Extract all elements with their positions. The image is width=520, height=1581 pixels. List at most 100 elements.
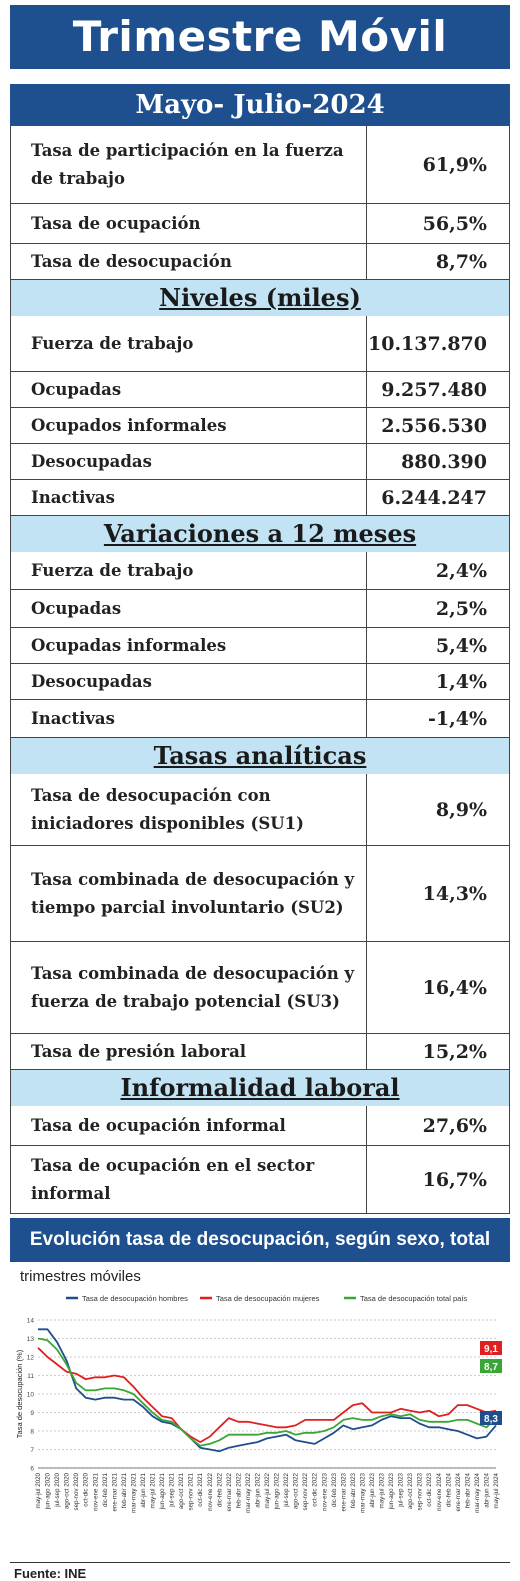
unemployment-line-chart: Tasa de desocupación hombres Tasa de deso…	[15, 1294, 502, 1513]
x-tick-label: may-jul 2023	[379, 1472, 386, 1508]
x-tick-label: feb-abr 2023	[350, 1472, 357, 1508]
indicator-value: 2,4%	[435, 559, 487, 582]
legend-label: Tasa de desocupación total país	[360, 1294, 467, 1303]
x-tick-label: mar-may 2021	[130, 1472, 137, 1512]
x-tick-label: ene-mar 2024	[455, 1472, 462, 1511]
x-tick-label: sep-nov 2021	[188, 1472, 195, 1510]
x-tick-label: mar-may 2022	[245, 1472, 252, 1512]
indicator-label: Fuerza de trabajo	[11, 316, 367, 371]
end-value-label: 8,3	[484, 1414, 498, 1425]
indicator-value: 1,4%	[435, 670, 487, 693]
indicator-row: Tasa de presión laboral 15,2%	[11, 1034, 509, 1070]
indicator-label: Tasa de presión laboral	[11, 1034, 367, 1069]
indicator-label: Ocupadas	[11, 590, 367, 627]
x-tick-label: jun-ago 2020	[45, 1472, 52, 1510]
x-tick-label: sep-nov 2023	[417, 1472, 424, 1510]
x-tick-label: dic-feb 2021	[102, 1472, 109, 1507]
y-tick-label: 14	[27, 1318, 35, 1325]
section-header: Tasas analíticas	[11, 738, 509, 774]
end-value-badge	[480, 1411, 502, 1425]
indicator-row: Tasa de participación en la fuerza de tr…	[11, 126, 509, 204]
series-line	[37, 1347, 497, 1444]
end-value-label: 8,7	[484, 1362, 498, 1373]
indicator-label: Ocupados informales	[11, 408, 367, 443]
y-axis-label: Tasa de desocupación (%)	[15, 1349, 24, 1438]
x-tick-label: ene-mar 2023	[340, 1472, 347, 1511]
x-tick-label: nov-ene 2023	[321, 1472, 328, 1510]
x-tick-label: jul-sep 2020	[54, 1472, 61, 1507]
x-tick-label: ago-oct 2023	[407, 1472, 414, 1509]
series-line	[37, 1337, 497, 1447]
indicator-value: 15,2%	[422, 1040, 487, 1063]
indicator-value: 14,3%	[422, 882, 487, 905]
indicator-value: 16,7%	[422, 1168, 487, 1191]
indicators-table: Mayo- Julio-2024 Tasa de participación e…	[10, 84, 510, 1214]
end-value-badge	[480, 1359, 502, 1373]
x-tick-label: ago-oct 2022	[293, 1472, 300, 1509]
x-tick-label: ene-mar 2022	[226, 1472, 233, 1511]
x-tick-label: jul-sep 2022	[283, 1472, 290, 1507]
indicator-row: Tasa de desocupación con iniciadores dis…	[11, 774, 509, 846]
x-tick-label: feb-abr 2021	[121, 1472, 128, 1508]
y-tick-label: 6	[30, 1466, 34, 1473]
indicator-row: Desocupadas 1,4%	[11, 664, 509, 700]
x-tick-label: abr-jun 2023	[369, 1472, 376, 1507]
indicator-value: 6.244.247	[381, 486, 487, 509]
x-tick-label: dic-feb 2022	[216, 1472, 223, 1507]
indicator-row: Desocupadas 880.390	[11, 444, 509, 480]
x-tick-label: dic-feb 2023	[331, 1472, 338, 1507]
y-tick-label: 10	[27, 1392, 35, 1399]
x-tick-label: sep-nov 2020	[73, 1472, 80, 1510]
chart-subtitle: trimestres móviles	[20, 1268, 141, 1285]
x-tick-label: ago-oct 2020	[64, 1472, 71, 1509]
indicator-value: 2,5%	[435, 597, 487, 620]
indicator-value: 16,4%	[422, 976, 487, 999]
x-tick-label: nov-ene 2022	[207, 1472, 214, 1510]
indicator-label: Tasa de ocupación en el sector informal	[11, 1146, 367, 1213]
x-tick-label: oct-dic 2023	[426, 1472, 433, 1506]
x-tick-label: oct-dic 2021	[197, 1472, 204, 1506]
indicator-label: Ocupadas	[11, 372, 367, 407]
indicator-row: Ocupadas 2,5%	[11, 590, 509, 628]
indicator-label: Fuerza de trabajo	[11, 552, 367, 589]
indicator-label: Desocupadas	[11, 664, 367, 699]
x-tick-label: abr-jun 2024	[483, 1472, 490, 1507]
x-tick-label: oct-dic 2022	[312, 1472, 319, 1506]
x-tick-label: ene-mar 2021	[111, 1472, 118, 1511]
x-tick-label: abr-jun 2022	[254, 1472, 261, 1507]
indicator-label: Ocupadas informales	[11, 628, 367, 663]
indicator-value: 10.137.870	[368, 332, 487, 355]
x-tick-label: nov-ene 2021	[92, 1472, 99, 1510]
indicator-label: Inactivas	[11, 700, 367, 737]
indicator-row: Ocupadas 9.257.480	[11, 372, 509, 408]
legend-label: Tasa de desocupación hombres	[82, 1294, 188, 1303]
indicator-row: Tasa combinada de desocupación y tiempo …	[11, 846, 509, 942]
x-tick-label: nov-ene 2024	[436, 1472, 443, 1510]
section-header: Variaciones a 12 meses	[11, 516, 509, 552]
end-value-badge	[480, 1341, 502, 1355]
series-line	[38, 1328, 497, 1453]
y-tick-label: 13	[27, 1336, 35, 1343]
indicator-value: 56,5%	[422, 212, 487, 235]
x-tick-label: jun-ago 2021	[159, 1472, 166, 1510]
indicator-value: 5,4%	[435, 634, 487, 657]
chart-title: Evolución tasa de desocupación, según se…	[10, 1218, 510, 1294]
x-tick-label: may-jul 2022	[264, 1472, 271, 1508]
x-tick-label: jul-sep 2023	[398, 1472, 405, 1507]
end-value-label: 9,1	[484, 1344, 498, 1355]
indicator-label: Tasa de ocupación informal	[11, 1106, 367, 1145]
section-header: Informalidad laboral	[11, 1070, 509, 1106]
indicator-value: 61,9%	[422, 153, 487, 176]
x-tick-label: oct-dic 2020	[83, 1472, 90, 1506]
x-tick-label: may-jul 2020	[35, 1472, 42, 1508]
indicator-label: Tasa de ocupación	[11, 204, 367, 243]
indicator-row: Inactivas -1,4%	[11, 700, 509, 738]
y-tick-label: 8	[30, 1429, 34, 1436]
indicator-value: 880.390	[401, 450, 487, 473]
indicator-label: Inactivas	[11, 480, 367, 515]
x-tick-label: mar-may 2023	[359, 1472, 366, 1512]
indicator-row: Tasa de ocupación en el sector informal 1…	[11, 1146, 509, 1214]
section-header: Niveles (miles)	[11, 280, 509, 316]
indicator-row: Inactivas 6.244.247	[11, 480, 509, 516]
indicator-row: Tasa de ocupación 56,5%	[11, 204, 509, 244]
